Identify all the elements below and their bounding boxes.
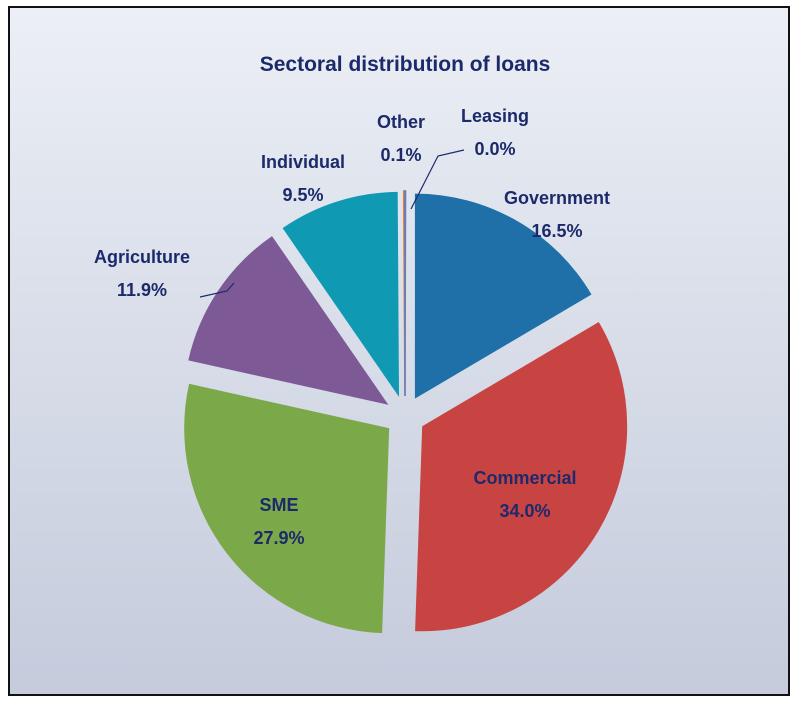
chart-title: Sectoral distribution of loans <box>260 53 551 76</box>
slice-name-government: Government <box>504 188 610 208</box>
slice-name-agriculture: Agriculture <box>94 247 190 267</box>
slice-name-other: Other <box>377 112 425 132</box>
slice-name-individual: Individual <box>261 152 345 172</box>
leader-line-leasing <box>410 149 465 210</box>
slice-name-leasing: Leasing <box>461 106 529 126</box>
slice-value-other: 0.1% <box>380 145 421 165</box>
slice-value-commercial: 34.0% <box>499 501 550 521</box>
pie-slice-government <box>414 193 592 399</box>
slice-value-sme: 27.9% <box>253 528 304 548</box>
slice-value-government: 16.5% <box>531 221 582 241</box>
slice-value-leasing: 0.0% <box>474 139 515 159</box>
pie-slice-agriculture <box>188 236 389 405</box>
leader-lines <box>199 149 465 298</box>
leader-line-agriculture <box>199 282 235 298</box>
chart-frame <box>8 6 790 696</box>
pie-slice-sme <box>184 383 390 634</box>
pie-slice-individual <box>282 191 399 397</box>
pie-slice-commercial <box>415 322 628 632</box>
slice-name-commercial: Commercial <box>473 468 576 488</box>
slice-name-sme: SME <box>259 495 298 515</box>
pie-slices <box>184 190 628 634</box>
slice-value-agriculture: 11.9% <box>117 280 167 300</box>
slice-labels: Government 16.5% Commercial 34.0% SME 27.9% Ag… <box>94 106 610 548</box>
pie-slice-leasing <box>404 190 407 397</box>
slice-value-individual: 9.5% <box>282 185 323 205</box>
